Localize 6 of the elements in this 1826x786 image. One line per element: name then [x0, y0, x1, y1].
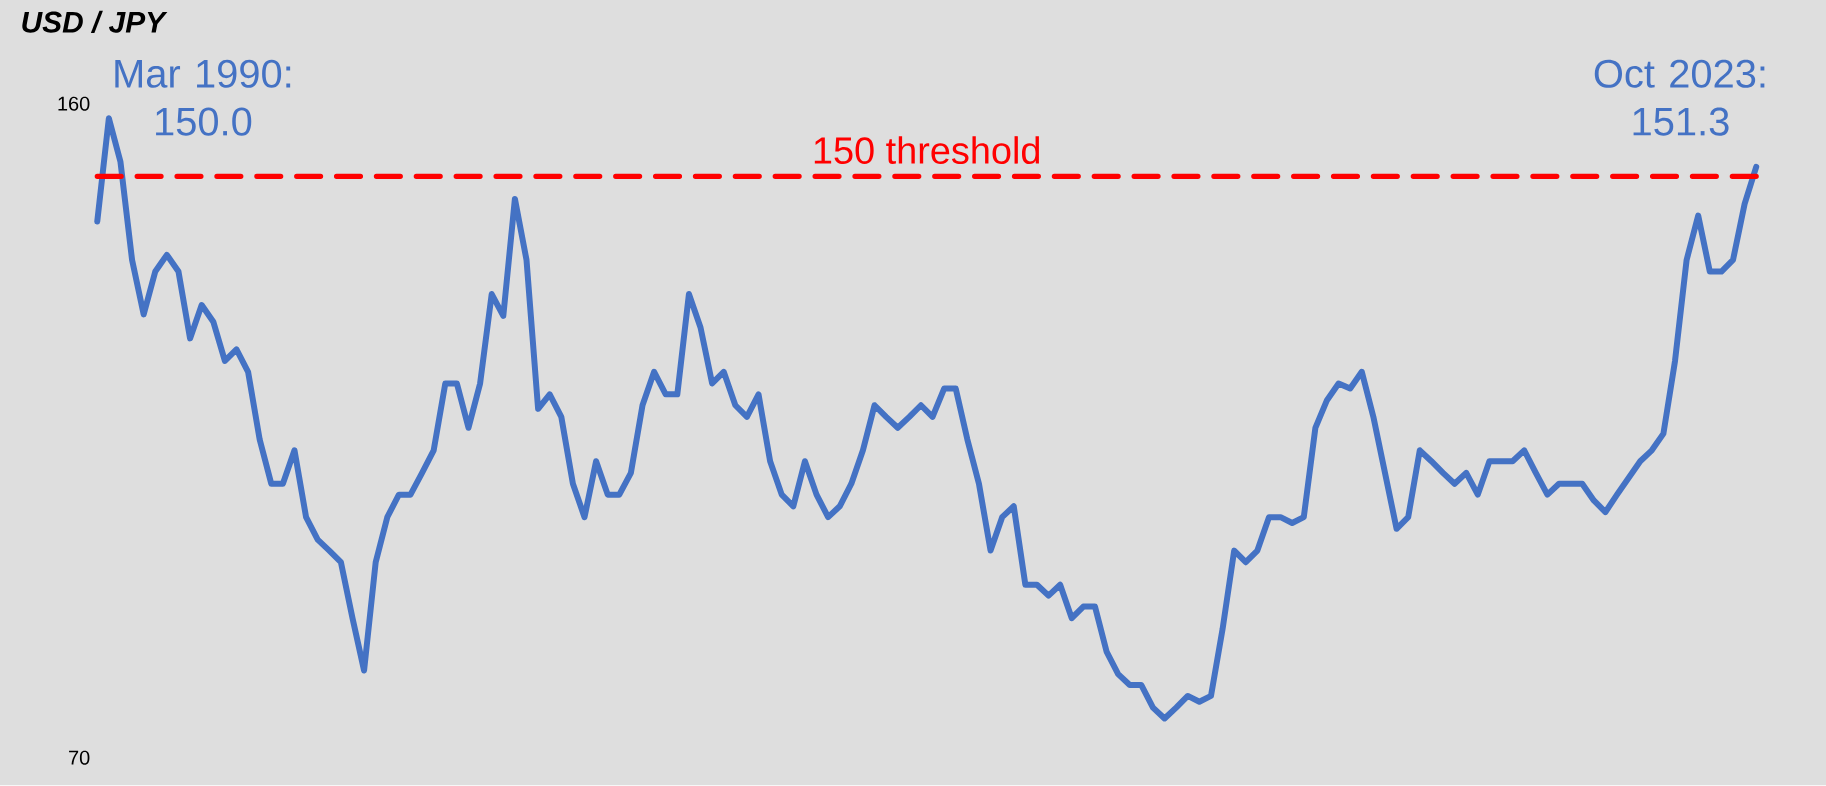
annotation: Mar 1990: 150.0 [115, 59, 291, 136]
ref-line-label: 150 threshold [814, 136, 1039, 165]
y-tick-label: 70 [69, 750, 90, 765]
y-tick-label: 160 [58, 96, 90, 111]
annotation: Oct 2023: 151.3 [1594, 59, 1765, 136]
chart-title: USD / JPY [22, 10, 168, 34]
